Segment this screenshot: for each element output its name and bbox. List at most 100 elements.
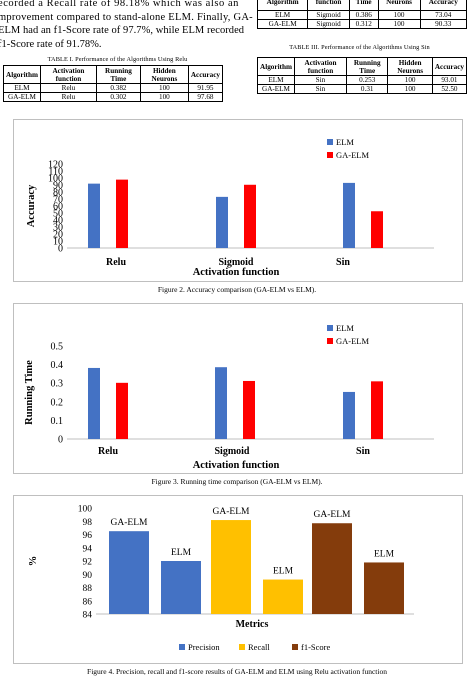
y-tick-label: 70 bbox=[53, 195, 63, 206]
legend-label: GA-ELM bbox=[336, 150, 369, 160]
legend-label: ELM bbox=[336, 323, 354, 333]
table-cell: 100 bbox=[387, 75, 433, 85]
figure3-caption: Figure 3. Running time comparison (GA-EL… bbox=[151, 477, 323, 486]
bar-ga-elm bbox=[371, 211, 383, 248]
table-cell: 100 bbox=[387, 84, 433, 94]
bar-data-label: ELM bbox=[273, 567, 294, 577]
table-cell: 100 bbox=[377, 19, 421, 29]
table-cell: 91.95 bbox=[187, 83, 224, 93]
y-tick-label: 120 bbox=[48, 160, 63, 171]
table-header-cell: Time bbox=[348, 0, 379, 11]
y-tick-label: 50 bbox=[53, 209, 63, 220]
bar-elm bbox=[88, 367, 100, 439]
table-row: GA-ELM Sigmoid 0.312 100 90.33 bbox=[256, 19, 468, 29]
table-row: ELM Sin 0.253 100 93.01 bbox=[257, 75, 468, 85]
y-axis-title: % bbox=[28, 556, 39, 567]
x-tick-label: Sin bbox=[336, 257, 350, 268]
table-header-cell: Accuracy bbox=[431, 57, 468, 76]
table-header-row: Algorithm function Time Neurons Accuracy bbox=[256, 0, 468, 11]
y-tick-label: 96 bbox=[83, 531, 93, 541]
table-header-cell: Running Time bbox=[95, 65, 141, 84]
y-tick-label: 110 bbox=[48, 167, 63, 178]
legend-label: Recall bbox=[248, 642, 270, 652]
table3-caption: TABLE III. Performance of the Algorithms… bbox=[289, 44, 430, 51]
legend-swatch bbox=[327, 152, 333, 158]
bar-precision-elm bbox=[161, 561, 201, 614]
y-tick-label: 0.2 bbox=[51, 397, 64, 408]
table-header-row: Algorithm Activation function Running Ti… bbox=[3, 65, 224, 84]
x-axis-title: Activation function bbox=[193, 460, 280, 471]
y-tick-label: 100 bbox=[78, 505, 93, 515]
y-tick-label: 10 bbox=[53, 237, 63, 248]
bar-data-label: ELM bbox=[374, 549, 395, 559]
table-cell: Sigmoid bbox=[307, 19, 350, 29]
x-tick-label: Relu bbox=[98, 446, 118, 457]
table-header-cell: Algorithm bbox=[257, 57, 295, 76]
x-axis-title: Activation function bbox=[193, 267, 280, 278]
body-line: ELM had an f1-Score rate of 97.7%, while… bbox=[0, 25, 245, 36]
figure4-caption: Figure 4. Precision, recall and f1-score… bbox=[87, 667, 387, 676]
legend-swatch bbox=[179, 644, 185, 650]
bar-ga-elm bbox=[116, 382, 128, 439]
y-tick-label: 0 bbox=[58, 244, 63, 255]
table-header-cell: Algorithm bbox=[3, 65, 41, 84]
x-tick-label: Relu bbox=[106, 257, 126, 268]
y-axis-title: Running Time bbox=[24, 360, 35, 425]
accuracy-chart-frame: 0 10 20 30 40 50 60 70 80 90 100 110 120 Relu Sigmoid S… bbox=[13, 119, 463, 282]
y-tick-label: 40 bbox=[53, 216, 63, 227]
table-cell: 73.04 bbox=[419, 10, 468, 20]
x-tick-label: Sin bbox=[356, 446, 370, 457]
table-cell: Sin bbox=[293, 84, 348, 94]
running-time-chart: 0 0.1 0.2 0.3 0.4 0.5 Relu Sigmoid Sin Activation… bbox=[24, 323, 434, 471]
table-cell: Sigmoid bbox=[307, 10, 350, 20]
y-tick-label: 92 bbox=[83, 558, 93, 568]
legend-label: ELM bbox=[336, 137, 354, 147]
bar-elm bbox=[343, 391, 355, 439]
y-tick-label: 90 bbox=[83, 571, 93, 581]
bar-data-label: GA-ELM bbox=[111, 518, 148, 528]
metrics-chart-frame: 84 86 88 90 92 94 96 98 100 GA-ELM ELM GA-ELM ELM GA-… bbox=[13, 495, 463, 664]
y-tick-label: 86 bbox=[83, 597, 93, 607]
table-cell: 100 bbox=[377, 10, 421, 20]
table-cell: GA-ELM bbox=[3, 92, 41, 102]
bar-data-label: GA-ELM bbox=[314, 510, 351, 520]
bar-recall-elm bbox=[263, 579, 303, 614]
bar-f1-score-ga-elm bbox=[312, 523, 352, 614]
table-sigmoid: Algorithm function Time Neurons Accuracy… bbox=[256, 0, 468, 29]
table-row: ELM Relu 0.382 100 91.95 bbox=[3, 83, 224, 93]
bar-elm bbox=[215, 367, 227, 439]
legend-label: Precision bbox=[188, 642, 220, 652]
y-tick-label: 80 bbox=[53, 188, 63, 199]
legend-swatch bbox=[327, 325, 333, 331]
table-header-cell: Neurons bbox=[377, 0, 421, 11]
table-cell: 0.31 bbox=[345, 84, 389, 94]
legend-label: f1-Score bbox=[301, 642, 330, 652]
legend-label: GA-ELM bbox=[336, 336, 369, 346]
table-cell: ELM bbox=[257, 75, 295, 85]
running-time-chart-frame: 0 0.1 0.2 0.3 0.4 0.5 Relu Sigmoid Sin Activation… bbox=[13, 303, 463, 474]
table1-caption: TABLE I. Performance of the Algorithms U… bbox=[47, 56, 188, 63]
table-cell: 0.302 bbox=[95, 92, 141, 102]
table-cell: 97.68 bbox=[187, 92, 224, 102]
y-tick-label: 0.5 bbox=[51, 342, 64, 353]
table-header-cell: Accuracy bbox=[419, 0, 468, 11]
body-line: f1-Score rate of 91.78%. bbox=[0, 38, 102, 50]
table-row: GA-ELM Relu 0.302 100 97.68 bbox=[3, 92, 224, 102]
table-header-row: Algorithm Activation function Running Ti… bbox=[257, 57, 468, 76]
table-header-cell: function bbox=[307, 0, 350, 11]
y-tick-label: 88 bbox=[83, 584, 93, 594]
metrics-chart: 84 86 88 90 92 94 96 98 100 GA-ELM ELM GA-ELM ELM GA-… bbox=[28, 505, 414, 652]
y-tick-label: 20 bbox=[53, 230, 63, 241]
y-tick-label: 60 bbox=[53, 202, 63, 213]
table-cell: 0.253 bbox=[345, 75, 389, 85]
figure2-caption: Figure 2. Accuracy comparison (GA-ELM vs… bbox=[157, 285, 317, 294]
table-cell: 100 bbox=[139, 92, 189, 102]
bar-data-label: ELM bbox=[171, 548, 192, 558]
table-cell: Sin bbox=[293, 75, 348, 85]
table-cell: 100 bbox=[139, 83, 189, 93]
table-cell: 0.386 bbox=[348, 10, 379, 20]
y-tick-label: 0.3 bbox=[51, 379, 64, 390]
y-tick-label: 84 bbox=[83, 611, 93, 621]
bar-recall-ga-elm bbox=[211, 520, 251, 614]
